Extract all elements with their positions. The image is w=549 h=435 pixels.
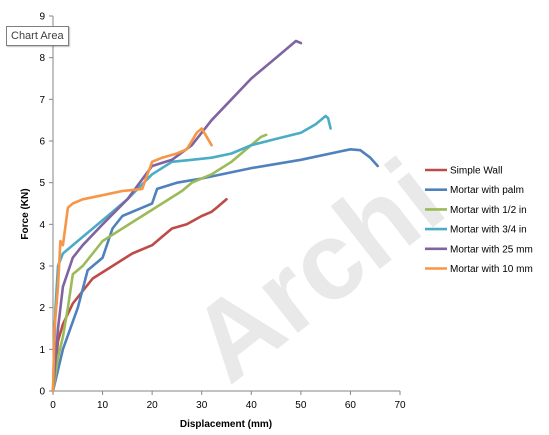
legend-label-1: Simple Wall [450, 166, 502, 177]
y-tick-label: 8 [39, 53, 45, 64]
y-tick-label: 9 [39, 12, 45, 23]
x-tick-label: 60 [345, 400, 357, 411]
x-tick-label: 0 [50, 400, 56, 411]
x-tick-label: 30 [196, 400, 208, 411]
x-tick-label: 70 [394, 400, 406, 411]
y-tick-label: 4 [39, 220, 45, 231]
y-tick-label: 2 [39, 303, 45, 314]
x-tick-label: 40 [246, 400, 258, 411]
y-tick-label: 0 [39, 387, 45, 398]
series-line-5 [51, 39, 303, 393]
legend-label-3: Mortar with 1/2 in [450, 205, 527, 216]
plot-area: 0 1 2 3 4 5 6 7 8 9 0 10 20 30 40 50 60 70 [39, 12, 406, 412]
y-tick-label: 3 [39, 262, 45, 273]
y-axis-label: Force (KN) [20, 188, 31, 239]
legend: Simple Wall Mortar with palm Mortar with 1… [425, 166, 533, 275]
chart-area-tooltip: Chart Area [6, 26, 69, 46]
legend-label-5: Mortar with 25 mm [450, 244, 533, 255]
x-tick-label: 50 [295, 400, 307, 411]
x-tick-label: 10 [97, 400, 109, 411]
x-tick-label: 20 [147, 400, 159, 411]
series-line-3 [51, 133, 268, 393]
x-axis-label: Displacement (mm) [180, 419, 272, 430]
y-tick-label: 7 [39, 95, 45, 106]
series-line-6 [51, 127, 213, 393]
series-line-2 [51, 148, 379, 393]
legend-label-2: Mortar with palm [450, 185, 524, 196]
series-line-4 [51, 114, 332, 393]
y-tick-label: 5 [39, 178, 45, 189]
y-tick-label: 6 [39, 137, 45, 148]
y-tick-label: 1 [39, 345, 45, 356]
legend-label-6: Mortar with 10 mm [450, 264, 533, 275]
legend-label-4: Mortar with 3/4 in [450, 225, 527, 236]
